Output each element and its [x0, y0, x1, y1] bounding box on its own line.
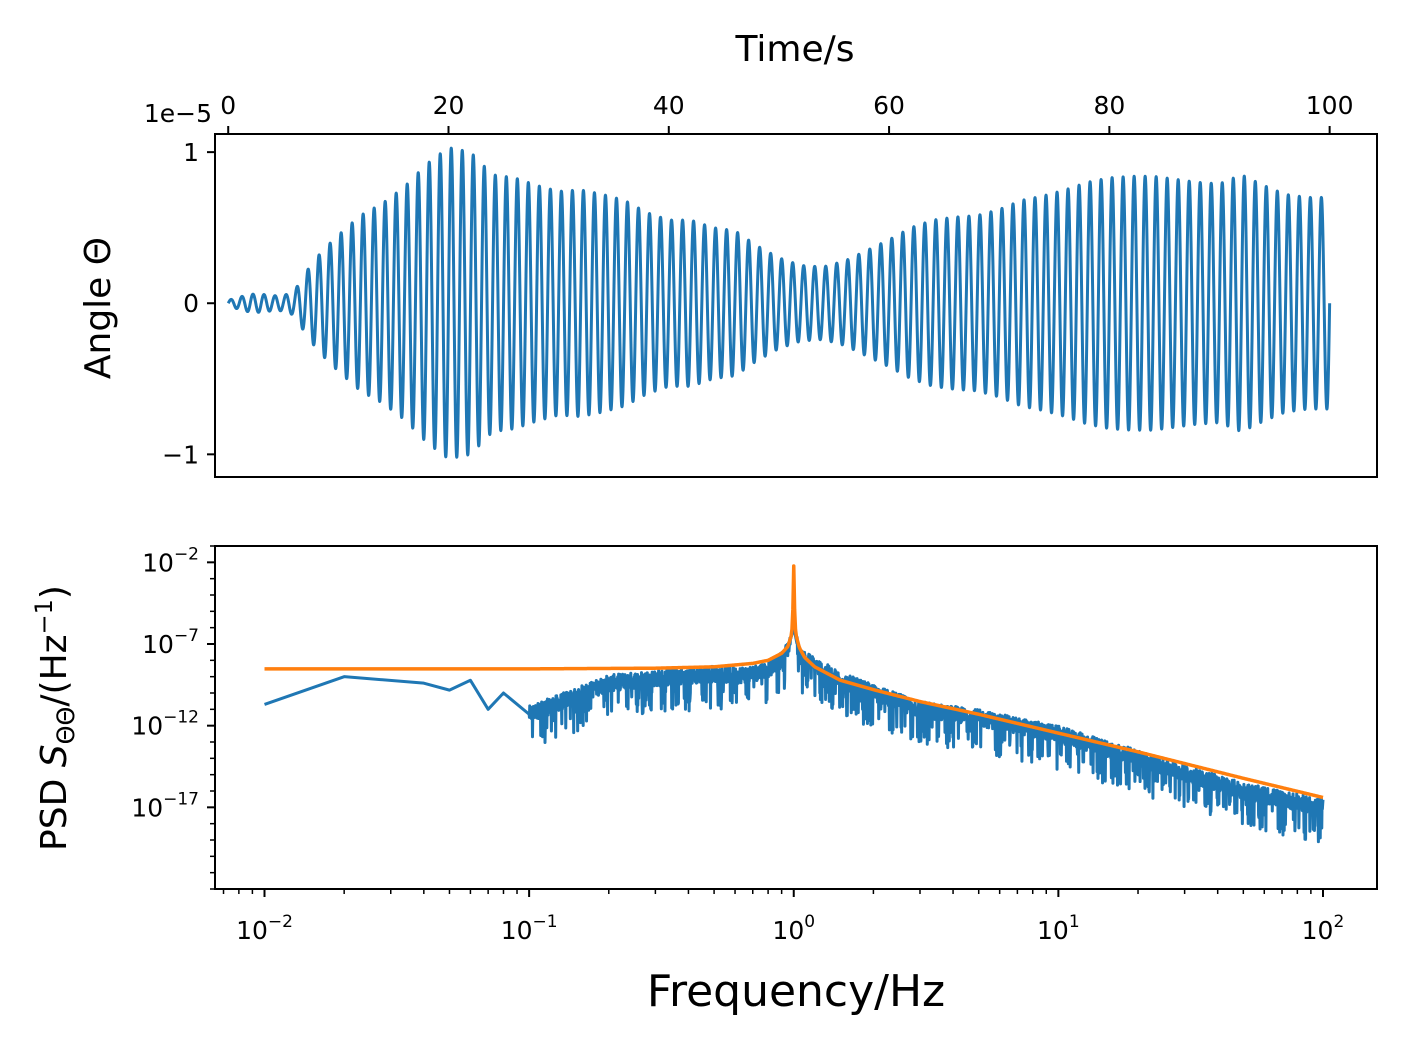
psd-tick-label: 10−2: [142, 544, 199, 577]
time-tick-label: 40: [653, 91, 685, 120]
frequency-tick-label: 10−1: [501, 912, 558, 945]
psd-axes-frame: [214, 545, 1378, 890]
time-tick-label: 60: [873, 91, 905, 120]
time-series-plot-area: [226, 146, 1332, 459]
time-tick-label: 0: [220, 91, 236, 120]
psd-plot-area: [263, 564, 1325, 844]
angle-tick-label: −1: [162, 440, 199, 469]
frequency-tick-label: 102: [1302, 912, 1345, 945]
psd-tick-label: 10−7: [142, 626, 199, 659]
angle-series-line: [226, 146, 1332, 459]
psd-axis-ticks: 10−2 10−7 10−12 10−17: [131, 544, 215, 890]
psd-axis-label-text: PSD SΘΘ/(Hz−1): [30, 585, 80, 851]
frequency-tick-label: 10−2: [236, 912, 293, 945]
model-psd-line: [263, 564, 1324, 800]
time-tick-label: 80: [1093, 91, 1125, 120]
angle-axis-label: Angle Θ: [78, 237, 119, 379]
time-series-axes-frame: [214, 133, 1378, 478]
time-axis-ticks: 0 20 40 60 80 100: [220, 91, 1353, 134]
psd-axis-label: PSD SΘΘ/(Hz−1): [30, 585, 80, 851]
time-tick-label: 100: [1306, 91, 1354, 120]
frequency-tick-label: 100: [772, 912, 815, 945]
time-tick-label: 20: [433, 91, 465, 120]
angle-tick-label: 1: [183, 138, 199, 167]
angle-axis-ticks: −1 0 1: [162, 138, 215, 469]
frequency-axis-label: Frequency/Hz: [647, 966, 945, 1017]
angle-tick-label: 0: [183, 289, 199, 318]
frequency-tick-label: 101: [1037, 912, 1080, 945]
psd-tick-label: 10−17: [131, 789, 199, 822]
psd-tick-label: 10−12: [131, 708, 199, 741]
time-series-panel: 0 20 40 60 80 100 −101 Time/s 1e−5 Angle Θ: [78, 29, 1378, 478]
psd-panel: 10−2 10−1 100 101 102 10−2 10−7 10−12 10−17 Fre…: [30, 544, 1378, 1017]
angle-axis-scale-label: 1e−5: [144, 99, 212, 128]
frequency-axis-ticks: 10−2 10−1 100 101 102: [222, 889, 1345, 945]
measured-psd-line: [264, 626, 1325, 844]
time-axis-label: Time/s: [735, 29, 855, 70]
